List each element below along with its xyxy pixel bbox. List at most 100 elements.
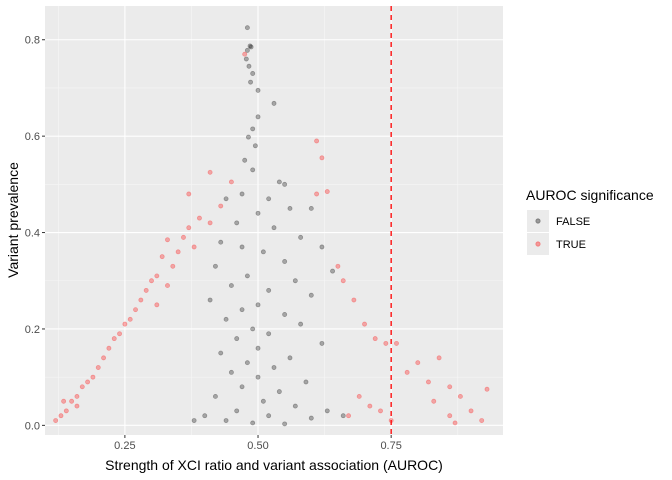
legend: AUROC significance FALSE TRUE [526,187,654,255]
data-point-false [247,43,253,49]
data-point-true [122,321,128,327]
data-point-false [282,312,288,317]
data-point-true [362,321,367,327]
data-point-true [242,51,248,57]
data-point-true [372,336,378,342]
data-point-false [266,413,272,419]
legend-marker-false [535,218,541,224]
data-point-false [245,134,251,140]
data-point-false [223,316,229,322]
data-point-false [319,244,325,250]
x-tick-label: 0.75 [380,440,401,452]
data-point-true [457,393,463,399]
data-point-false [255,374,261,380]
data-point-false [287,205,293,211]
data-point-true [90,374,96,380]
data-point-false [255,302,261,308]
data-point-false [234,408,240,414]
data-point-true [165,237,170,243]
data-point-true [447,384,453,390]
data-point-true [111,336,117,342]
data-point-false [243,56,249,62]
data-point-true [228,179,234,185]
data-point-false [244,273,250,279]
data-point-false [242,157,248,163]
legend-label-false: FALSE [556,216,590,228]
data-point-false [250,326,256,332]
data-point-true [394,340,399,346]
data-point-true [181,234,186,240]
data-point-false [319,340,325,346]
data-point-false [223,418,229,423]
data-point-false [282,421,288,427]
data-point-false [282,181,288,187]
data-point-true [340,278,346,284]
data-point-true [58,413,64,419]
data-point-false [250,167,256,173]
data-point-false [308,205,314,211]
y-axis-title: Variant prevalence [5,162,21,278]
data-point-true [346,413,352,419]
data-point-false [340,413,346,419]
data-point-true [61,398,67,404]
data-point-false [212,263,218,269]
data-point-true [436,355,442,361]
data-point-false [202,413,208,419]
data-point-true [425,379,431,385]
data-point-true [324,189,330,195]
data-point-false [255,87,261,93]
data-point-false [250,126,256,132]
data-point-true [367,403,373,409]
data-point-true [106,345,112,351]
legend-marker-true [535,241,541,247]
data-point-false [244,47,250,53]
data-point-false [292,278,298,284]
data-point-false [244,360,250,366]
data-point-false [282,259,288,264]
x-tick-label: 0.50 [247,440,268,452]
data-point-true [85,379,91,385]
data-point-true [165,283,170,289]
data-point-false [266,196,272,202]
data-point-true [143,287,149,293]
data-point-true [138,297,144,303]
data-point-true [154,273,160,279]
y-tick-label: 0.4 [25,228,40,240]
data-point-true [154,302,160,308]
data-point-true [351,297,357,303]
data-point-false [248,44,254,50]
data-point-false [228,283,234,289]
data-point-false [271,225,277,231]
minor-gridlines [45,6,503,435]
data-point-false [330,268,336,274]
data-point-true [415,360,421,366]
data-point-false [244,25,250,31]
data-point-true [170,263,176,269]
data-point-false [255,345,261,351]
data-point-true [117,331,123,337]
data-point-true [74,403,80,409]
data-point-true [175,249,181,255]
data-point-false [239,384,245,390]
data-point-true [127,316,133,322]
data-point-false [252,143,258,149]
legend-label-true: TRUE [556,239,586,251]
data-point-true [378,408,383,414]
data-point-true [319,155,325,161]
data-point-true [63,408,69,414]
data-point-false [218,239,224,245]
y-tick-label: 0.8 [25,35,40,47]
data-point-false [266,287,272,293]
data-point-false [266,331,272,337]
data-point-false [248,79,254,85]
data-point-true [314,191,320,197]
data-point-false [276,389,282,395]
y-tick-label: 0.2 [25,324,40,336]
data-point-false [308,415,314,421]
data-point-true [186,191,192,197]
data-point-false [276,179,282,185]
y-tick-label: 0.6 [25,131,40,143]
data-point-false [239,244,245,250]
y-tick-label: 0.0 [25,420,40,432]
